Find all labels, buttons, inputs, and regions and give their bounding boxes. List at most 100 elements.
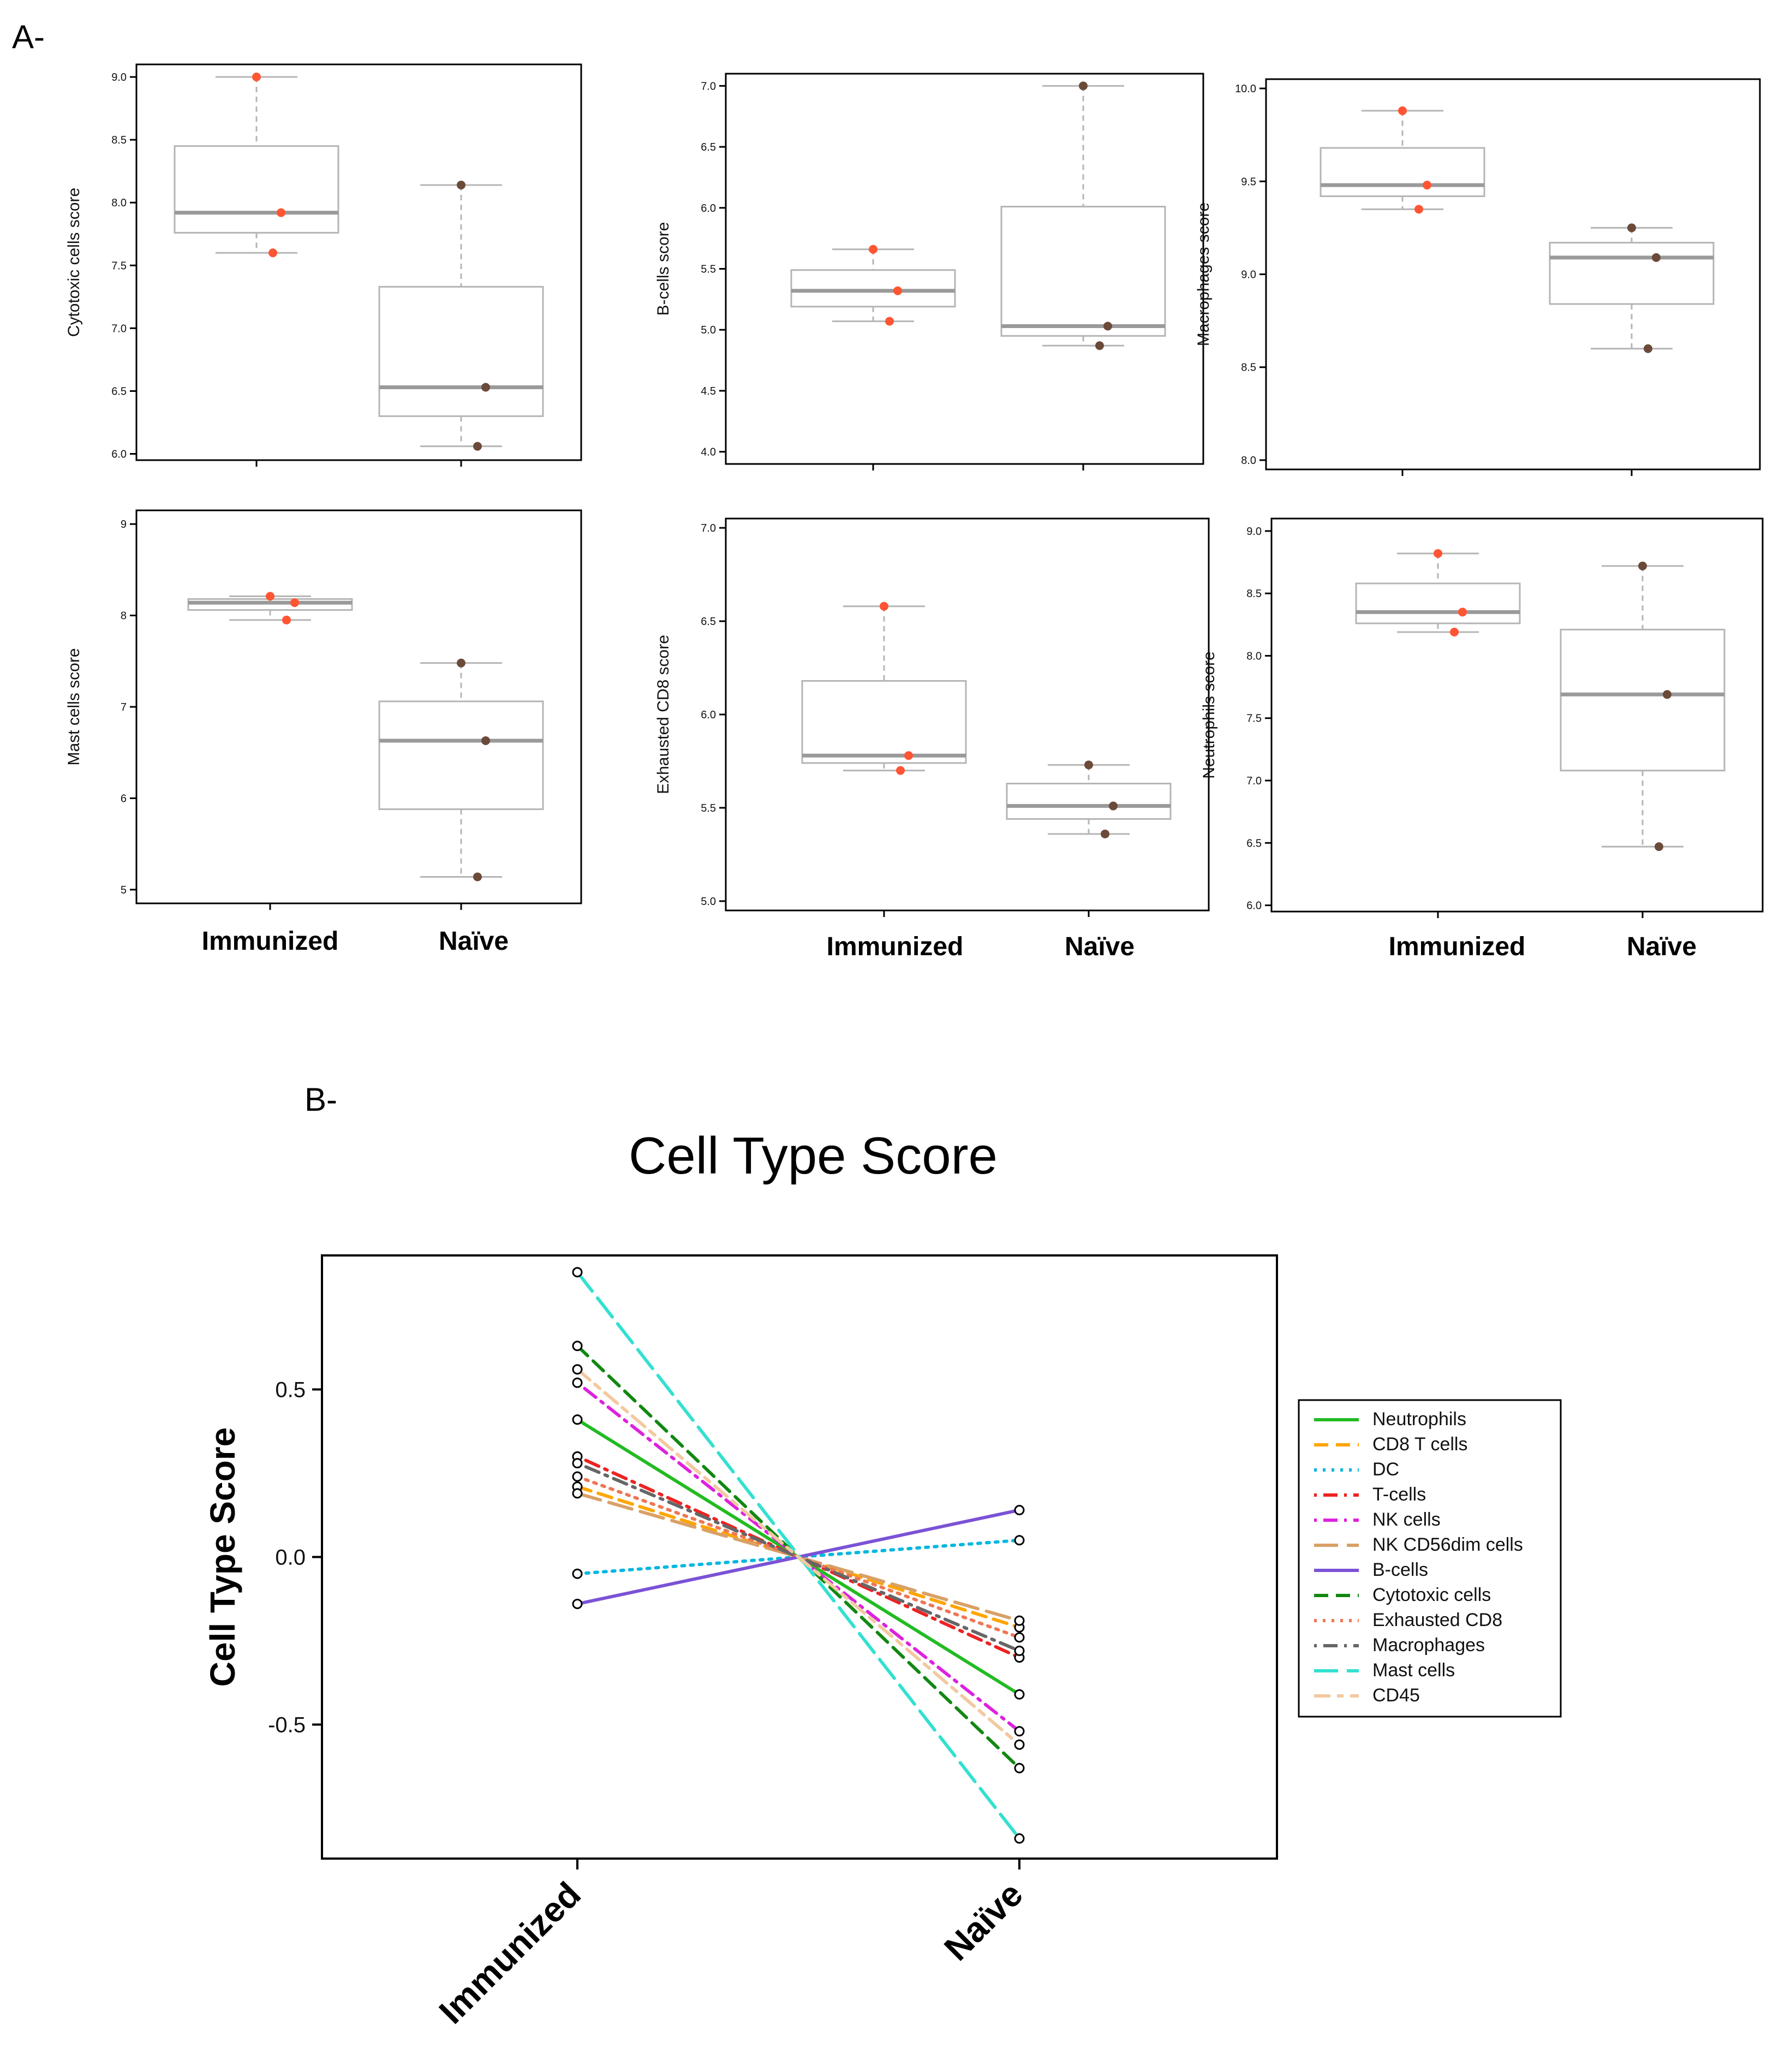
data-point xyxy=(268,248,277,258)
data-point xyxy=(1655,842,1663,852)
y-tick-label: 7 xyxy=(121,701,127,713)
box-plot-cytotoxic: 6.0 6.5 7.0 7.5 8.0 8.5 9.0 Cytotoxic cells sco… xyxy=(65,63,582,467)
data-point xyxy=(885,317,894,326)
series-line xyxy=(576,1367,1021,1747)
series-point xyxy=(572,1267,583,1278)
box-iqr xyxy=(378,285,544,417)
y-tick-label: -0.5 xyxy=(268,1713,306,1737)
y-tick-label: 7.5 xyxy=(1246,713,1262,725)
box-plot-mast-cells: 5 6 7 8 9 Mast cells score xyxy=(65,509,582,910)
panel-label-a: A- xyxy=(12,19,45,55)
legend-label: Cytotoxic cells xyxy=(1372,1585,1491,1605)
y-tick-label: 4.0 xyxy=(701,446,716,459)
box-iqr xyxy=(1355,582,1521,624)
y-axis-label: Macrophages score xyxy=(1195,203,1213,346)
box-iqr xyxy=(1006,783,1172,820)
y-tick-label: 6.5 xyxy=(701,616,716,628)
y-tick-label: 9.0 xyxy=(111,72,127,84)
data-point xyxy=(457,180,465,189)
box-iqr xyxy=(1560,628,1726,772)
group-label-immunized-1: Immunized xyxy=(202,927,339,956)
box-iqr xyxy=(174,145,339,234)
data-point xyxy=(1095,341,1104,350)
y-axis-label: Exhausted CD8 score xyxy=(654,635,672,794)
data-point xyxy=(1458,608,1467,617)
legend-label: Macrophages xyxy=(1372,1635,1485,1656)
y-tick-label: 6.0 xyxy=(701,203,716,215)
box-iqr xyxy=(1000,206,1166,337)
box-plot-macrophages: 8.0 8.5 9.0 9.5 10.0 Macrophages score xyxy=(1195,78,1761,476)
data-point xyxy=(1414,205,1423,214)
y-tick-label: 6.5 xyxy=(1246,837,1262,849)
series-point xyxy=(1014,1763,1025,1773)
data-point xyxy=(893,286,902,295)
legend-label: Exhausted CD8 xyxy=(1372,1610,1502,1630)
data-point xyxy=(904,751,913,760)
data-point xyxy=(1644,344,1652,353)
y-tick-label: 8.0 xyxy=(1246,650,1262,662)
data-point xyxy=(1638,561,1647,570)
y-axis-label: Neutrophils score xyxy=(1200,651,1218,778)
data-point xyxy=(282,615,291,624)
series-point xyxy=(1014,1833,1025,1844)
series-point xyxy=(1014,1689,1025,1700)
data-point xyxy=(880,602,888,611)
series-point xyxy=(1014,1645,1025,1656)
data-point xyxy=(457,658,465,668)
y-tick-label: 8.0 xyxy=(1241,455,1256,467)
data-point xyxy=(277,208,285,217)
data-point xyxy=(1423,181,1431,190)
y-tick-label: 7.0 xyxy=(1246,775,1262,787)
y-tick-label: 7.0 xyxy=(701,80,716,92)
data-point xyxy=(481,383,490,392)
y-tick-label: 7.0 xyxy=(701,522,716,534)
series-point xyxy=(572,1364,583,1375)
y-tick-label: 5.0 xyxy=(701,896,716,908)
data-point xyxy=(1434,549,1442,558)
group-label-immunized-2: Immunized xyxy=(827,932,964,961)
y-tick-label: 8.5 xyxy=(1241,362,1256,374)
group-label-immunized-3: Immunized xyxy=(1389,932,1526,961)
data-point xyxy=(1079,81,1088,91)
y-tick-label: 5.5 xyxy=(701,802,716,814)
box-plot-exhausted-cd8: 5.0 5.5 6.0 6.5 7.0 Exhausted CD8 score xyxy=(654,517,1210,917)
plot-frame xyxy=(1270,517,1764,913)
series-point xyxy=(572,1598,583,1609)
series-point xyxy=(572,1377,583,1388)
series-point xyxy=(572,1341,583,1351)
series-point xyxy=(572,1414,583,1425)
legend-label: DC xyxy=(1372,1459,1399,1480)
data-point xyxy=(481,736,490,745)
legend: Neutrophils CD8 T cells DC T-cells NK cells N… xyxy=(1298,1399,1562,1718)
data-point xyxy=(869,245,877,254)
legend-label: NK CD56dim cells xyxy=(1372,1534,1523,1555)
data-point xyxy=(473,442,482,451)
y-tick-label: 7.0 xyxy=(111,323,127,335)
data-point xyxy=(290,598,299,608)
y-tick-label: 6.0 xyxy=(1246,900,1262,912)
legend-label: NK cells xyxy=(1372,1509,1441,1530)
box-plot-b-cells: 4.0 4.5 5.0 5.5 6.0 6.5 7.0 B-cells score xyxy=(654,73,1204,471)
group-label-naive-2: Naïve xyxy=(1065,932,1135,961)
legend-label: Mast cells xyxy=(1372,1660,1455,1681)
data-point xyxy=(1663,690,1671,699)
box-iqr xyxy=(1549,242,1715,305)
y-tick-label: 4.5 xyxy=(701,385,716,397)
y-axis-label: B-cells score xyxy=(654,222,672,316)
y-tick-label: 6.0 xyxy=(111,448,127,460)
box-iqr xyxy=(1320,147,1485,198)
data-point xyxy=(1398,106,1407,115)
data-point xyxy=(1103,321,1112,331)
y-tick-label: 8.5 xyxy=(1246,588,1262,600)
y-tick-label: 9.5 xyxy=(1241,176,1256,188)
group-label-naive-3: Naïve xyxy=(1627,932,1697,961)
box-plot-neutrophils: 6.0 6.5 7.0 7.5 8.0 8.5 9.0 Neutrophils score xyxy=(1200,517,1764,918)
y-tick-label: 9.0 xyxy=(1246,526,1262,538)
plot-frame xyxy=(135,63,582,461)
data-point xyxy=(1652,253,1661,262)
series-point xyxy=(572,1488,583,1499)
y-tick-label: 5.0 xyxy=(701,324,716,336)
y-tick-label: 8.5 xyxy=(111,134,127,146)
y-tick-label: 7.5 xyxy=(111,260,127,272)
